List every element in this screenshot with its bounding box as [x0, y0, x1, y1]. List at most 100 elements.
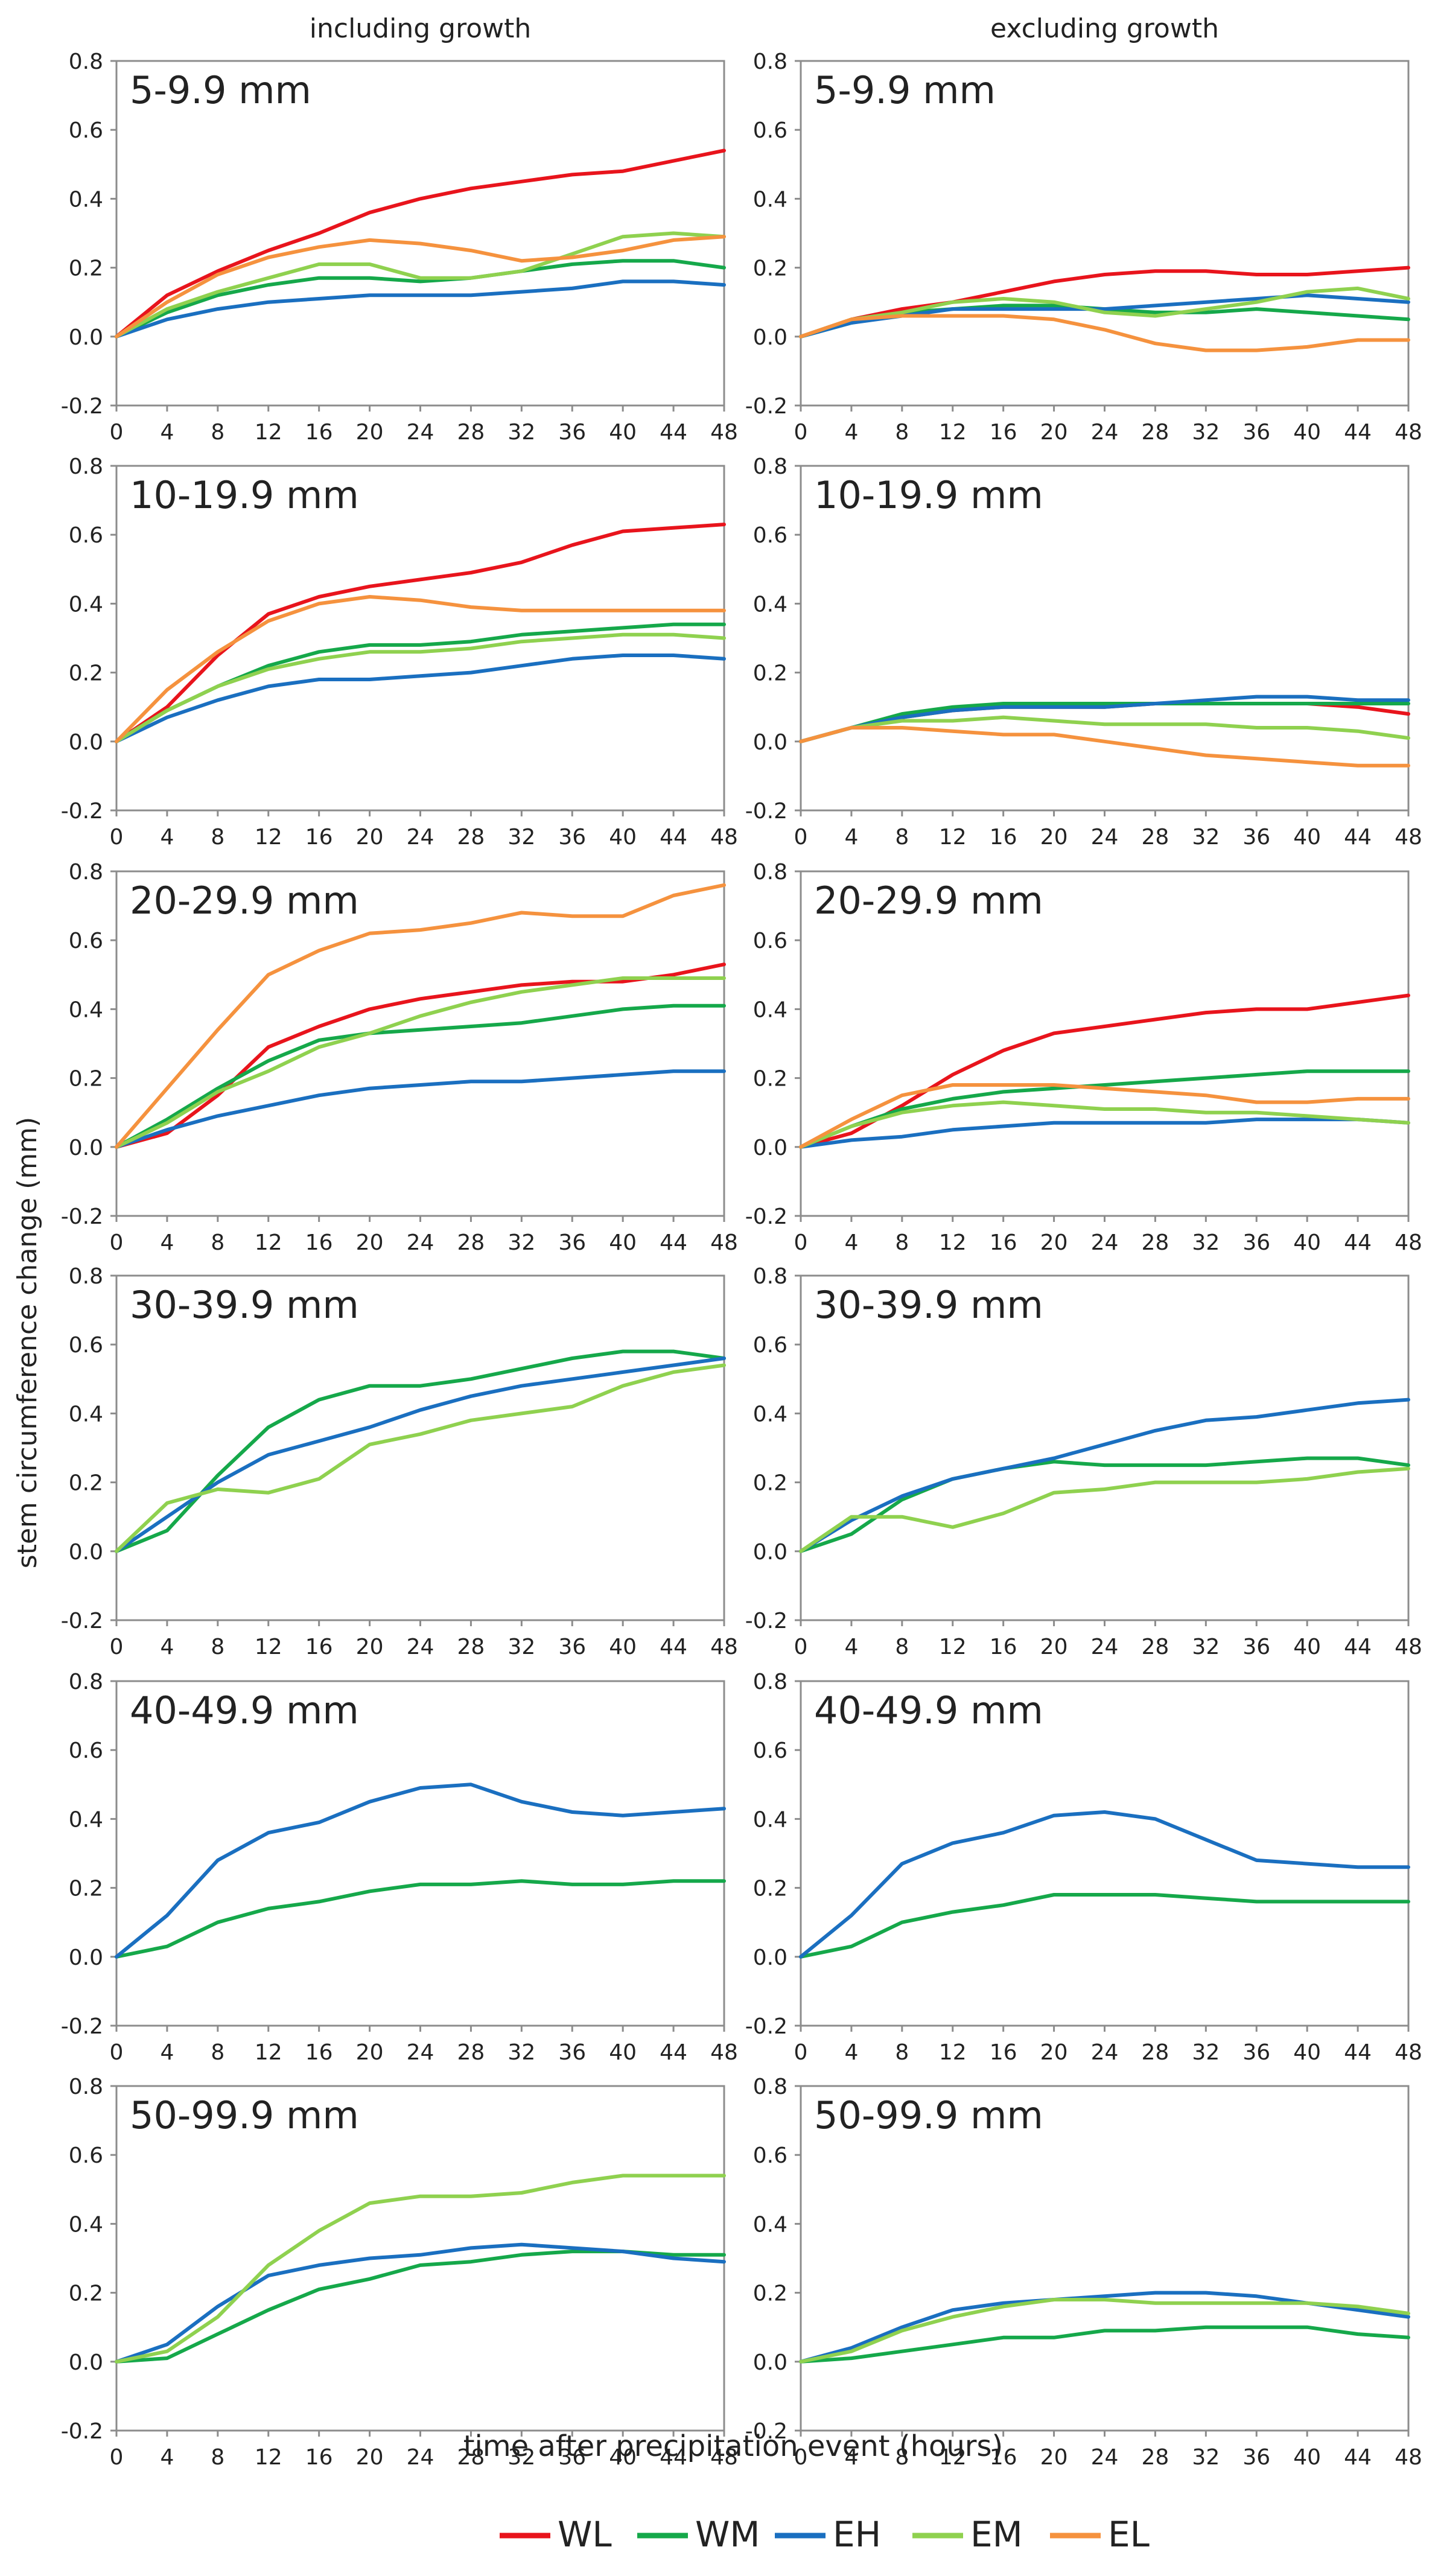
- plot-frame: [115, 60, 725, 407]
- y-tick-label: 0.4: [69, 2212, 103, 2237]
- x-tick-label: 20: [1040, 1635, 1068, 1659]
- y-tick-label: 0.4: [753, 592, 787, 617]
- y-tick-label: 0.0: [753, 325, 787, 350]
- x-tick-label: 12: [255, 2040, 282, 2065]
- x-tick-label: 48: [710, 420, 738, 445]
- legend-label-EL: EL: [1108, 2514, 1150, 2555]
- plot-frame: [800, 870, 1410, 1217]
- y-tick-label: 0.0: [69, 1945, 103, 1970]
- x-tick-label: 36: [1242, 1635, 1270, 1659]
- x-tick-label: 4: [160, 420, 174, 445]
- x-axis-label: time after precipitation event (hours): [463, 2429, 1004, 2463]
- legend-item-EH: EH: [775, 2514, 881, 2555]
- x-tick-label: 48: [1395, 420, 1422, 445]
- series-line-EH: [799, 1810, 1410, 1959]
- series-line-EM: [115, 2174, 726, 2364]
- y-tick-label: 0.4: [69, 1807, 103, 1832]
- x-tick-label: 0: [794, 2040, 808, 2065]
- x-tick-label: 4: [844, 2445, 858, 2470]
- x-tick-label: 28: [457, 420, 485, 445]
- x-tick-label: 16: [990, 420, 1017, 445]
- series-line-EH: [115, 279, 726, 339]
- y-tick-label: 0.8: [69, 860, 103, 885]
- legend-label-EM: EM: [970, 2514, 1023, 2555]
- x-tick-label: 0: [794, 1635, 808, 1659]
- y-tick-label: 0.0: [69, 1136, 103, 1160]
- panel-title: 5-9.9 mm: [814, 68, 996, 112]
- x-tick-label: 24: [407, 420, 434, 445]
- y-tick-label: -0.2: [61, 2014, 103, 2039]
- x-tick-label: 16: [990, 2445, 1017, 2470]
- x-tick-label: 40: [1293, 1635, 1321, 1659]
- panel-title: 40-49.9 mm: [814, 1688, 1043, 1732]
- y-tick-label: 0.4: [753, 2212, 787, 2237]
- y-tick-label: 0.2: [69, 1471, 103, 1496]
- x-tick-label: 44: [660, 2040, 687, 2065]
- x-tick-label: 16: [305, 2040, 333, 2065]
- x-tick-label: 28: [1142, 825, 1169, 850]
- y-tick-label: 0.0: [753, 1945, 787, 1970]
- y-tick-label: 0.8: [69, 49, 103, 74]
- series-line-WM: [799, 1456, 1410, 1553]
- x-tick-label: 8: [895, 825, 909, 850]
- plot-frame: [800, 1680, 1410, 2027]
- y-tick-label: -0.2: [61, 1609, 103, 1633]
- legend-label-EH: EH: [833, 2514, 881, 2555]
- series-line-WM: [115, 1879, 726, 1959]
- x-tick-label: 32: [1192, 1230, 1220, 1255]
- x-tick-label: 12: [255, 420, 282, 445]
- x-tick-label: 36: [558, 825, 586, 850]
- x-tick-label: 36: [558, 2445, 586, 2470]
- x-tick-label: 12: [939, 2445, 967, 2470]
- x-tick-label: 28: [1142, 420, 1169, 445]
- x-tick-label: 48: [710, 2040, 738, 2065]
- x-tick-label: 24: [1091, 825, 1119, 850]
- x-tick-label: 44: [1344, 1635, 1372, 1659]
- x-tick-label: 28: [457, 1635, 485, 1659]
- y-tick-label: 0.6: [69, 523, 103, 548]
- series-line-WM: [799, 702, 1410, 743]
- x-tick-label: 20: [356, 2040, 384, 2065]
- x-tick-label: 24: [407, 2445, 434, 2470]
- panel-title: 20-29.9 mm: [814, 879, 1043, 923]
- series-line-EL: [799, 1083, 1410, 1149]
- x-tick-label: 0: [794, 825, 808, 850]
- x-tick-label: 20: [356, 420, 384, 445]
- x-tick-label: 28: [1142, 2040, 1169, 2065]
- x-tick-label: 48: [1395, 1230, 1422, 1255]
- y-tick-label: 0.6: [69, 1333, 103, 1358]
- plot-frame: [800, 2085, 1410, 2432]
- series-line-WL: [115, 523, 726, 743]
- y-tick-label: 0.6: [69, 118, 103, 143]
- y-tick-label: 0.6: [69, 929, 103, 953]
- x-tick-label: 48: [1395, 1635, 1422, 1659]
- x-tick-label: 0: [110, 420, 124, 445]
- x-tick-label: 32: [507, 420, 535, 445]
- x-tick-label: 16: [305, 825, 333, 850]
- plot-frame: [115, 465, 725, 812]
- y-tick-label: 0.2: [753, 256, 787, 281]
- x-tick-label: 16: [305, 1635, 333, 1659]
- x-tick-label: 0: [794, 2445, 808, 2470]
- series-line-EL: [115, 235, 726, 339]
- y-tick-label: 0.0: [753, 730, 787, 755]
- x-tick-label: 40: [1293, 1230, 1321, 1255]
- panel-40-49_9-mm-incl: -0.20.00.20.40.60.80 4 8 12 16 20 24 28 32 36 40 44…: [61, 1670, 738, 2065]
- y-tick-label: 0.2: [69, 256, 103, 281]
- series-line-WM: [115, 1349, 726, 1553]
- y-tick-label: 0.8: [69, 1264, 103, 1289]
- x-tick-label: 24: [1091, 1230, 1119, 1255]
- x-tick-label: 4: [160, 1230, 174, 1255]
- y-tick-label: 0.6: [69, 2143, 103, 2168]
- y-tick-label: 0.8: [753, 1264, 787, 1289]
- y-tick-label: 0.8: [69, 2075, 103, 2099]
- x-tick-label: 0: [110, 1635, 124, 1659]
- plot-frame: [800, 465, 1410, 812]
- x-tick-label: 0: [110, 2445, 124, 2470]
- x-tick-label: 20: [356, 1230, 384, 1255]
- series-line-EM: [115, 231, 726, 339]
- x-tick-label: 12: [255, 825, 282, 850]
- x-tick-label: 28: [457, 1230, 485, 1255]
- x-tick-label: 28: [457, 2445, 485, 2470]
